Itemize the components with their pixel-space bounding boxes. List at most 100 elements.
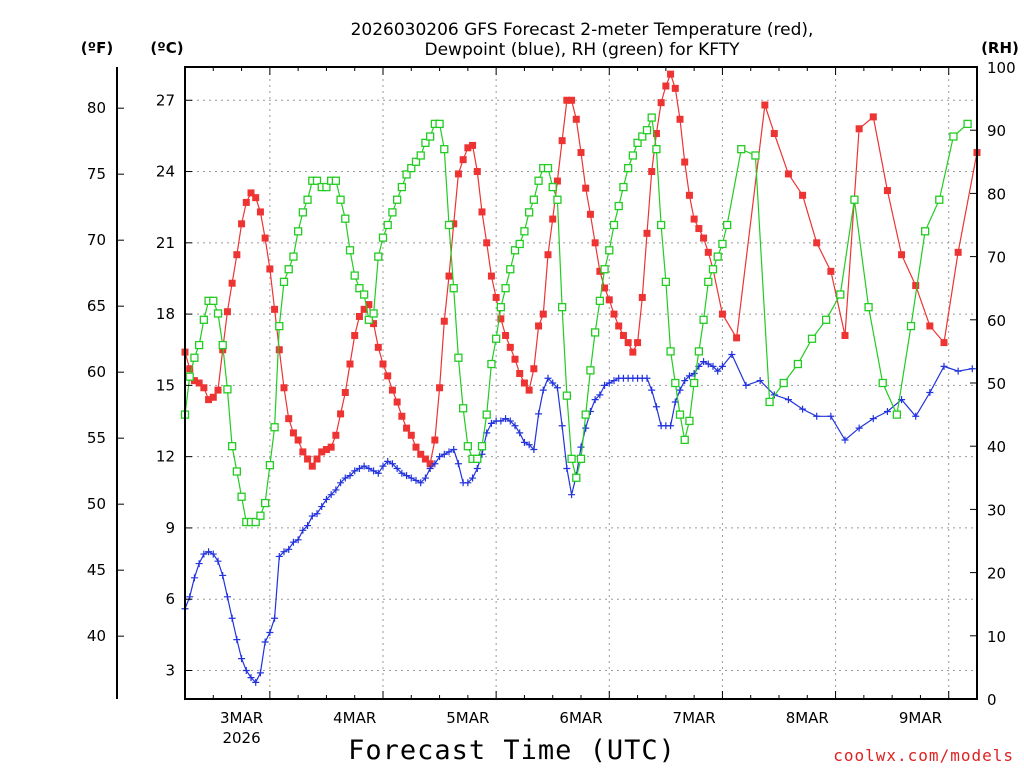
rh-axis: 0 10 20 30 40 50 60 70 80 90 100 <box>970 59 1016 709</box>
rh-point <box>557 303 567 312</box>
dewpoint-point <box>742 381 750 389</box>
rh-point <box>685 416 694 426</box>
temperature-point <box>247 189 255 197</box>
temperature-point <box>228 279 236 287</box>
rh-point <box>576 454 586 463</box>
rh-point <box>355 284 364 293</box>
celsius-tick-label: 15 <box>156 376 175 394</box>
dewpoint-point <box>214 557 222 565</box>
dewpoint-point <box>436 453 444 461</box>
dewpoint-point <box>256 669 264 677</box>
dewpoint-point <box>940 362 948 370</box>
temperature-point <box>492 293 500 301</box>
rh-point <box>906 321 916 331</box>
x-tick-label: 7MAR <box>673 709 716 727</box>
rh-point <box>298 208 308 217</box>
dewpoint-point <box>643 374 651 382</box>
rh-point <box>689 378 699 388</box>
rh-point <box>482 410 491 419</box>
series-temperature <box>181 70 981 470</box>
dewpoint-point <box>454 460 462 468</box>
temperature-point <box>487 272 495 280</box>
temperature-point <box>403 424 411 432</box>
rh-point <box>590 328 600 337</box>
temperature-point <box>638 293 646 301</box>
dewpoint-point <box>247 674 255 682</box>
temperature-point <box>223 308 231 316</box>
rh-point <box>506 265 515 274</box>
rh-point <box>638 132 647 141</box>
temperature-point <box>619 331 627 339</box>
dewpoint-point <box>421 474 429 482</box>
temperature-point <box>643 229 651 237</box>
dewpoint-point <box>228 614 236 622</box>
dewpoint-point <box>516 429 524 437</box>
celsius-tick-label: 27 <box>156 91 175 109</box>
rh-point <box>369 309 378 318</box>
temperature-point <box>770 130 778 138</box>
rh-point <box>718 239 727 249</box>
dewpoint-point <box>431 460 439 468</box>
rh-line <box>184 117 968 523</box>
dewpoint-point <box>285 545 293 553</box>
dewpoint-point <box>784 396 792 404</box>
series-dewpoint <box>181 350 976 686</box>
dewpoint-point <box>252 678 260 686</box>
temperature-point <box>365 301 373 309</box>
rh-point <box>713 252 722 261</box>
dewpoint-point <box>266 628 274 636</box>
rh-point <box>260 498 270 508</box>
dewpoint-point <box>926 389 934 397</box>
rh-point <box>586 366 595 375</box>
rh-point <box>383 220 392 230</box>
temperature-point <box>337 410 345 418</box>
rh-point <box>477 442 487 451</box>
rh-point <box>600 265 609 274</box>
temperature-point <box>190 377 198 385</box>
dewpoint-point <box>469 474 477 482</box>
rh-point <box>666 347 675 356</box>
temperature-point <box>440 317 448 325</box>
temperature-line <box>184 72 978 468</box>
dewpoint-point <box>827 412 835 420</box>
temperature-point <box>568 96 576 104</box>
rh-point <box>510 246 520 255</box>
temperature-point <box>558 137 566 145</box>
rh-tick-label: 60 <box>987 312 1006 330</box>
dewpoint-point <box>360 462 368 470</box>
temperature-point <box>346 360 354 368</box>
rh-point <box>411 157 421 166</box>
dewpoint-point <box>242 666 250 674</box>
rh-point <box>279 277 289 287</box>
fahrenheit-tick-label: 50 <box>87 495 106 513</box>
temperature-point <box>530 365 538 373</box>
dewpoint-point <box>337 479 345 487</box>
grid-lines <box>185 67 977 699</box>
temperature-point <box>195 379 203 387</box>
celsius-tick-label: 24 <box>156 163 175 181</box>
dewpoint-point <box>539 386 547 394</box>
temperature-point <box>676 115 684 123</box>
dewpoint-point <box>558 422 566 430</box>
rh-point <box>487 359 496 369</box>
dewpoint-point <box>233 636 241 644</box>
rh-point <box>722 220 732 230</box>
temperature-point <box>841 331 849 339</box>
dewpoint-point <box>568 491 576 499</box>
temperature-point <box>605 296 613 304</box>
rh-point <box>609 220 619 230</box>
temperature-point <box>426 460 434 468</box>
rh-point <box>675 410 685 419</box>
temperature-point <box>855 125 863 133</box>
dewpoint-point <box>648 386 656 394</box>
x-tick-label: 9MAR <box>899 709 942 727</box>
rh-point <box>671 378 680 388</box>
temperature-point <box>431 436 439 444</box>
dewpoint-point <box>502 415 510 423</box>
rh-point <box>265 461 275 470</box>
temperature-point <box>450 220 458 228</box>
temperature-point <box>289 429 297 437</box>
temperature-point <box>497 315 505 323</box>
rh-point <box>661 277 671 287</box>
dewpoint-point <box>417 479 425 487</box>
